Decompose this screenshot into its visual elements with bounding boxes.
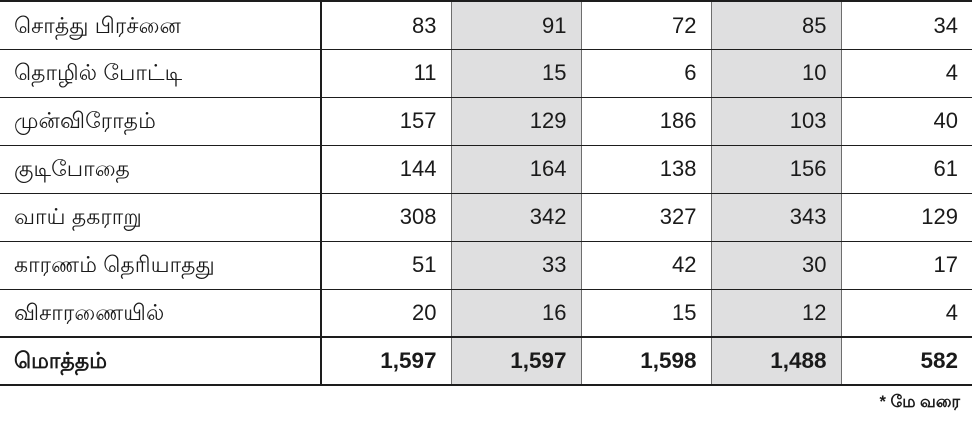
total-value-cell: 1,597 — [451, 336, 582, 386]
statistics-table: சொத்து பிரச்னை 83 91 72 85 34 தொழில் போட்டி 11 1… — [0, 0, 972, 386]
value-cell: 343 — [711, 193, 842, 242]
table-body: சொத்து பிரச்னை 83 91 72 85 34 தொழில் போட்டி 11 1… — [0, 1, 972, 386]
table-row: விசாரணையில் 20 16 15 12 4 — [0, 289, 972, 338]
row-label: காரணம் தெரியாதது — [0, 241, 322, 290]
value-cell: 40 — [841, 97, 972, 146]
row-label: முன்விரோதம் — [0, 97, 322, 146]
table-row: மொத்தம் 1,597 1,597 1,598 1,488 582 — [0, 336, 972, 386]
value-cell: 85 — [711, 1, 842, 50]
row-label: சொத்து பிரச்னை — [0, 1, 322, 50]
footnote-text: மே வரை — [890, 393, 960, 411]
value-cell: 129 — [451, 97, 582, 146]
total-value-cell: 582 — [841, 336, 972, 386]
value-cell: 144 — [321, 145, 452, 194]
value-cell: 17 — [841, 241, 972, 290]
row-label: விசாரணையில் — [0, 289, 322, 338]
footnote-asterisk: * — [879, 393, 886, 411]
value-cell: 30 — [711, 241, 842, 290]
value-cell: 156 — [711, 145, 842, 194]
table-footnote: * மே வரை — [0, 386, 972, 414]
value-cell: 157 — [321, 97, 452, 146]
value-cell: 20 — [321, 289, 452, 338]
value-cell: 129 — [841, 193, 972, 242]
row-label: வாய் தகராறு — [0, 193, 322, 242]
value-cell: 186 — [581, 97, 712, 146]
row-label: குடிபோதை — [0, 145, 322, 194]
value-cell: 51 — [321, 241, 452, 290]
value-cell: 342 — [451, 193, 582, 242]
value-cell: 61 — [841, 145, 972, 194]
value-cell: 83 — [321, 1, 452, 50]
table-row: காரணம் தெரியாதது 51 33 42 30 17 — [0, 241, 972, 290]
value-cell: 308 — [321, 193, 452, 242]
value-cell: 72 — [581, 1, 712, 50]
value-cell: 33 — [451, 241, 582, 290]
value-cell: 16 — [451, 289, 582, 338]
value-cell: 10 — [711, 49, 842, 98]
row-label-total: மொத்தம் — [0, 336, 322, 386]
total-value-cell: 1,598 — [581, 336, 712, 386]
table-row: முன்விரோதம் 157 129 186 103 40 — [0, 97, 972, 146]
table-row: குடிபோதை 144 164 138 156 61 — [0, 145, 972, 194]
value-cell: 34 — [841, 1, 972, 50]
value-cell: 4 — [841, 289, 972, 338]
value-cell: 138 — [581, 145, 712, 194]
value-cell: 164 — [451, 145, 582, 194]
value-cell: 91 — [451, 1, 582, 50]
table-row: சொத்து பிரச்னை 83 91 72 85 34 — [0, 1, 972, 50]
value-cell: 42 — [581, 241, 712, 290]
value-cell: 327 — [581, 193, 712, 242]
value-cell: 15 — [581, 289, 712, 338]
total-value-cell: 1,597 — [321, 336, 452, 386]
value-cell: 11 — [321, 49, 452, 98]
table-row: வாய் தகராறு 308 342 327 343 129 — [0, 193, 972, 242]
value-cell: 4 — [841, 49, 972, 98]
total-value-cell: 1,488 — [711, 336, 842, 386]
value-cell: 6 — [581, 49, 712, 98]
value-cell: 12 — [711, 289, 842, 338]
row-label: தொழில் போட்டி — [0, 49, 322, 98]
table-row: தொழில் போட்டி 11 15 6 10 4 — [0, 49, 972, 98]
value-cell: 15 — [451, 49, 582, 98]
value-cell: 103 — [711, 97, 842, 146]
